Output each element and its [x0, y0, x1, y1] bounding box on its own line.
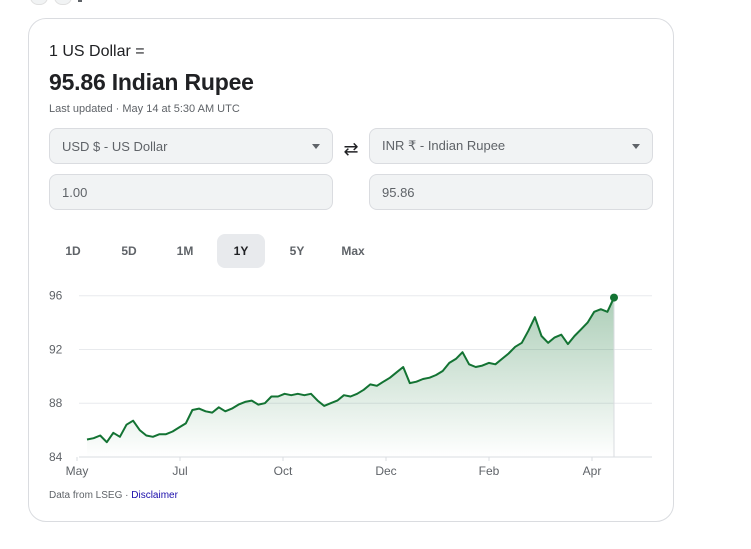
swap-icon[interactable]: ⇄: [343, 139, 359, 159]
latest-point-marker: [610, 293, 618, 302]
to-currency-select[interactable]: INR ₹ - Indian Rupee: [369, 128, 653, 164]
top-partial-controls: [30, 0, 82, 5]
tab-max[interactable]: Max: [341, 244, 365, 258]
data-source-footer: Data from LSEG · Disclaimer: [49, 490, 178, 501]
chevron-down-icon: [632, 144, 640, 149]
from-currency-label: USD $ - US Dollar: [62, 138, 168, 154]
data-source-text: Data from LSEG ·: [49, 490, 132, 501]
partial-bar: [78, 0, 82, 2]
x-tick-label: Feb: [479, 464, 500, 478]
series-line: [86, 297, 615, 444]
partial-chip: [30, 0, 48, 5]
last-updated: Last updated · May 14 at 5:30 AM UTC: [49, 103, 240, 115]
rate-chart: 84 88 92 96 May Jul Oct Dec Feb Apr: [49, 289, 652, 478]
x-tick-label: Oct: [274, 464, 293, 478]
y-tick-label: 96: [49, 289, 63, 303]
tab-1d[interactable]: 1D: [65, 244, 81, 258]
to-amount-input[interactable]: 95.86: [369, 174, 653, 210]
y-tick-label: 84: [49, 450, 63, 464]
chevron-down-icon: [312, 144, 320, 149]
range-tabs: 1D 5D 1M 1Y 5Y Max: [49, 234, 385, 268]
from-amount-input[interactable]: 1.00: [49, 174, 333, 210]
y-tick-label: 92: [49, 342, 63, 356]
x-tick-label: May: [66, 464, 89, 478]
tab-5d[interactable]: 5D: [121, 244, 137, 258]
x-tick-label: Jul: [172, 464, 187, 478]
from-line: 1 US Dollar =: [49, 43, 145, 60]
x-tick-label: Dec: [375, 464, 396, 478]
tab-1y[interactable]: 1Y: [217, 234, 265, 268]
y-tick-label: 88: [49, 396, 63, 410]
converted-value-heading: 95.86 Indian Rupee: [49, 69, 254, 95]
partial-chip: [54, 0, 72, 5]
disclaimer-link[interactable]: Disclaimer: [131, 490, 178, 501]
tab-1m[interactable]: 1M: [176, 244, 194, 258]
area-fill: [87, 297, 614, 457]
tab-5y[interactable]: 5Y: [289, 244, 305, 258]
currency-converter-card: 1 US Dollar = 95.86 Indian Rupee Last up…: [28, 18, 674, 522]
x-tick-label: Apr: [583, 464, 602, 478]
to-currency-label: INR ₹ - Indian Rupee: [382, 138, 506, 153]
from-currency-select[interactable]: USD $ - US Dollar: [49, 128, 333, 164]
